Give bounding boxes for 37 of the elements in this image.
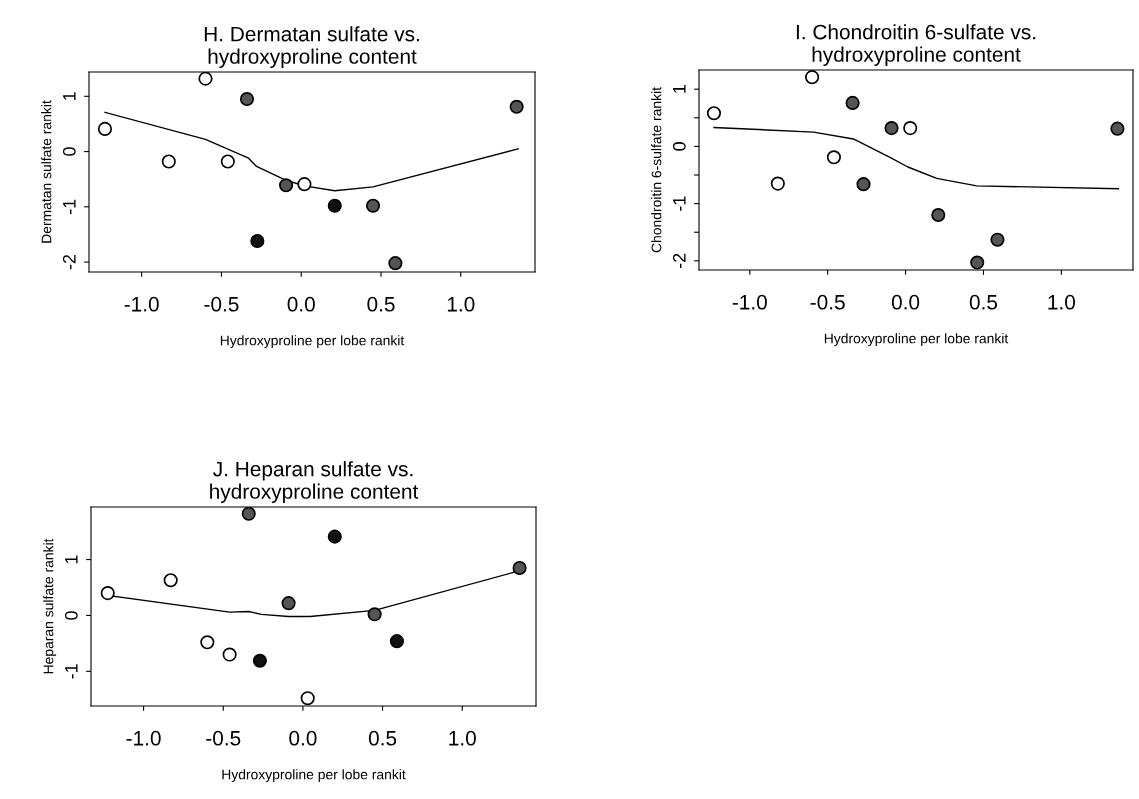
x-axis-title: Hydroxyproline per lobe rankit	[222, 769, 406, 783]
y-axis-title: Dermatan sulfate rankit	[41, 100, 52, 243]
x-tick-label: -0.5	[206, 730, 241, 746]
y-tick-label: 0	[64, 611, 78, 620]
x-tick-label: 0.0	[287, 296, 315, 312]
y-tick-label: -2	[62, 254, 76, 270]
x-tick-label: 0.5	[367, 296, 395, 312]
y-tick-label: 1	[673, 85, 686, 93]
x-axis-title: Hydroxyproline per lobe rankit	[824, 333, 1009, 347]
x-tick-label: 0.5	[368, 730, 397, 746]
y-tick-label: 1	[65, 555, 78, 564]
line-series	[104, 111, 519, 192]
x-tick-label: 1.0	[447, 296, 475, 312]
x-tick-label: -1.0	[126, 730, 161, 746]
y-tick-label: -1	[673, 196, 686, 211]
y-axis-title: Chondroitin 6-sulfate rankit	[651, 87, 662, 253]
chart-title: H. Dermatan sulfate vs. hydroxyproline content	[204, 26, 419, 68]
line-series	[713, 126, 1120, 190]
y-tick-label: -2	[672, 253, 686, 269]
x-axis-title: Hydroxyproline per lobe rankit	[220, 335, 405, 349]
x-tick-label: -0.5	[810, 294, 845, 310]
x-tick-label: 0.5	[969, 294, 998, 310]
chart-title: J. Heparan sulfate vs. hydroxyproline content	[210, 461, 419, 503]
y-tick-label: 0	[672, 142, 686, 151]
x-tick-label: -0.5	[204, 296, 239, 312]
x-tick-label: 0.0	[891, 294, 920, 310]
y-axis-title: Heparan sulfate rankit	[43, 538, 57, 674]
x-tick-label: 1.0	[1048, 294, 1076, 310]
x-tick-label: 1.0	[449, 730, 476, 746]
chart-title: I. Chondroitin 6-sulfate vs. hydroxyproline content	[796, 24, 1036, 66]
y-tick-label: 1	[63, 92, 76, 100]
y-tick-label: -1	[65, 664, 78, 679]
x-tick-label: -1.0	[732, 294, 767, 310]
y-tick-label: -1	[63, 199, 76, 215]
x-tick-label: -1.0	[124, 296, 159, 312]
x-tick-label: 0.0	[289, 730, 317, 746]
y-tick-label: 0	[62, 147, 76, 156]
